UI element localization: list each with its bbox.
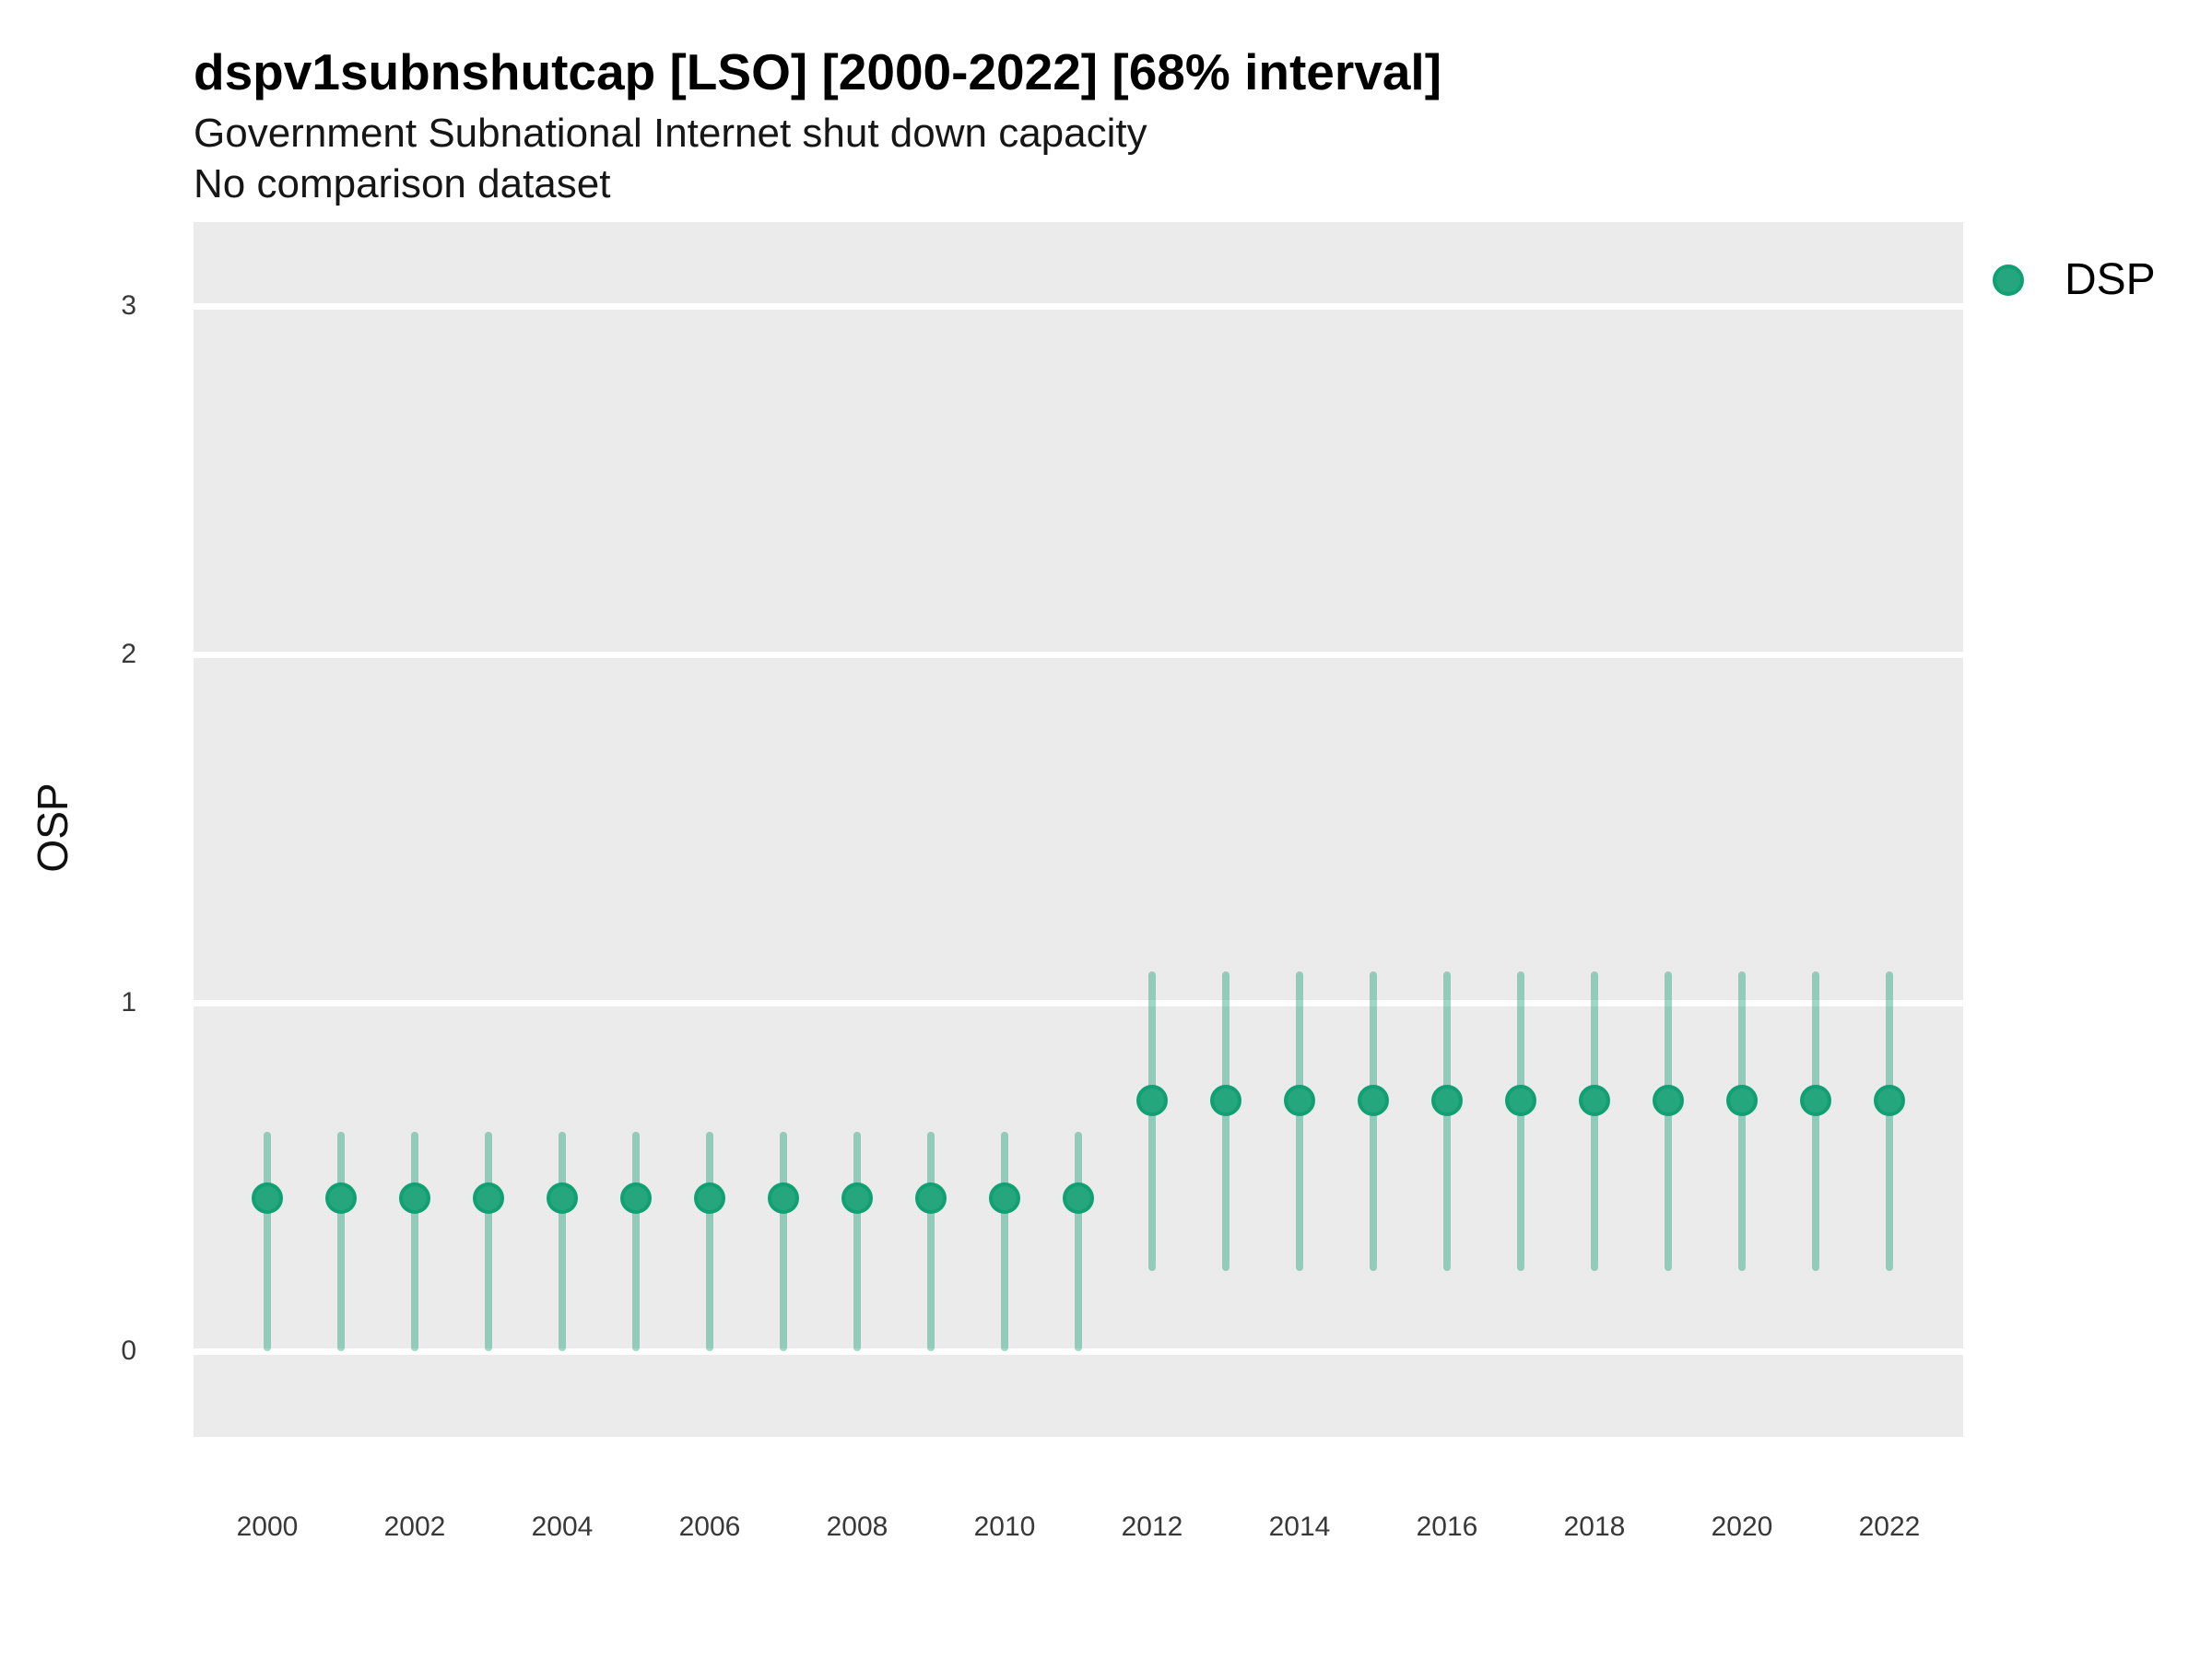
data-point (1136, 1084, 1168, 1116)
legend: DSP (1993, 258, 2156, 302)
y-tick-label: 3 (121, 290, 136, 322)
interval-bar (1812, 971, 1819, 1272)
y-axis-title: OSP (29, 782, 76, 873)
y-tick-label: 0 (121, 1335, 136, 1367)
data-point (1284, 1084, 1315, 1116)
interval-bar (1443, 971, 1451, 1272)
x-tick-label: 2004 (531, 1512, 594, 1542)
data-point (325, 1182, 357, 1214)
data-point (1579, 1084, 1610, 1116)
data-point (915, 1182, 947, 1214)
interval-bar (1001, 1131, 1008, 1352)
data-point (1210, 1084, 1241, 1116)
data-point (1505, 1084, 1536, 1116)
plot-panel (194, 222, 1963, 1437)
x-tick-label: 2016 (1416, 1512, 1478, 1542)
interval-bar (1075, 1131, 1082, 1352)
data-point (620, 1182, 652, 1214)
interval-bar (1886, 971, 1893, 1272)
data-point (1874, 1084, 1905, 1116)
interval-bar (1591, 971, 1598, 1272)
interval-bar (485, 1131, 492, 1352)
y-gridline (194, 302, 1963, 310)
interval-bar (1517, 971, 1524, 1272)
y-gridline (194, 1347, 1963, 1355)
interval-bar (264, 1131, 271, 1352)
data-point (1800, 1084, 1831, 1116)
x-tick-label: 2010 (973, 1512, 1036, 1542)
data-point (1358, 1084, 1389, 1116)
interval-bar (411, 1131, 418, 1352)
x-tick-label: 2002 (383, 1512, 446, 1542)
data-point (252, 1182, 283, 1214)
x-tick-label: 2022 (1858, 1512, 1921, 1542)
interval-bar (853, 1131, 861, 1352)
chart-caption: No comparison dataset (194, 161, 611, 206)
interval-bar (927, 1131, 935, 1352)
x-tick-label: 2012 (1121, 1512, 1183, 1542)
interval-bar (1370, 971, 1377, 1272)
chart-subtitle: Government Subnational Internet shut dow… (194, 111, 1147, 156)
interval-bar (559, 1131, 566, 1352)
y-gridline (194, 651, 1963, 658)
legend-point-icon (1993, 265, 2024, 296)
chart-title: dspv1subnshutcap [LSO] [2000-2022] [68% … (194, 43, 1442, 100)
data-point (694, 1182, 725, 1214)
data-point (1726, 1084, 1758, 1116)
y-gridline (194, 999, 1963, 1006)
data-point (768, 1182, 799, 1214)
data-point (1063, 1182, 1094, 1214)
data-point (473, 1182, 504, 1214)
x-tick-label: 2018 (1563, 1512, 1626, 1542)
interval-bar (337, 1131, 345, 1352)
y-tick-label: 1 (121, 987, 136, 1018)
data-point (989, 1182, 1020, 1214)
interval-bar (1222, 971, 1230, 1272)
legend-label: DSP (2065, 255, 2156, 304)
interval-bar (706, 1131, 713, 1352)
data-point (841, 1182, 873, 1214)
interval-bar (1665, 971, 1672, 1272)
x-tick-label: 2000 (236, 1512, 299, 1542)
interval-bar (780, 1131, 787, 1352)
interval-bar (1148, 971, 1156, 1272)
data-point (547, 1182, 578, 1214)
interval-bar (1296, 971, 1303, 1272)
interval-bar (1738, 971, 1746, 1272)
x-tick-label: 2020 (1711, 1512, 1773, 1542)
data-point (1653, 1084, 1684, 1116)
x-tick-label: 2014 (1268, 1512, 1331, 1542)
data-point (399, 1182, 430, 1214)
interval-bar (632, 1131, 640, 1352)
x-tick-label: 2006 (678, 1512, 741, 1542)
x-tick-label: 2008 (826, 1512, 888, 1542)
data-point (1431, 1084, 1463, 1116)
y-tick-label: 2 (121, 639, 136, 670)
